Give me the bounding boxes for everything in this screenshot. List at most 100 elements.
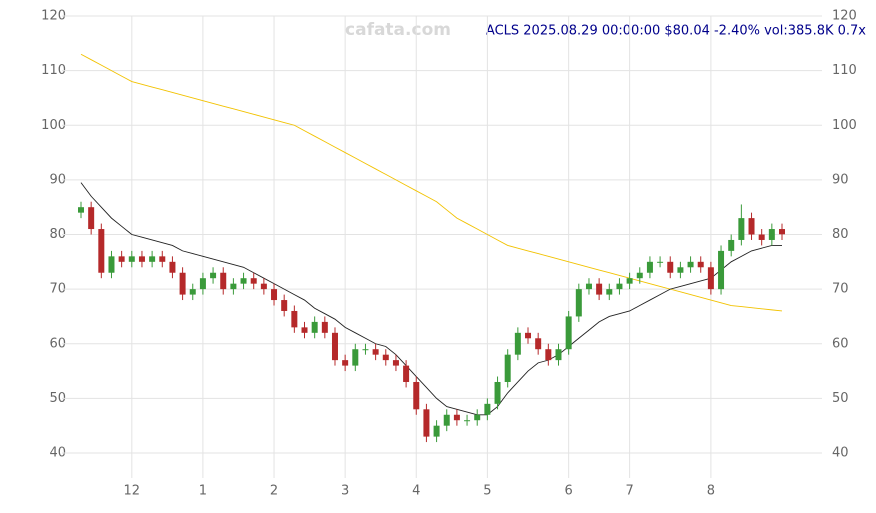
candle-body [677,267,684,273]
candle-body [464,420,471,422]
candle-body [382,354,389,361]
candle-body [392,360,399,366]
y-tick-label-right: 120 [832,9,857,24]
candle-body [596,283,603,295]
candle-body [138,256,145,262]
candle-body [149,256,156,262]
candle-body [352,349,359,366]
candle-body [362,349,369,351]
y-tick-label-right: 80 [832,227,849,242]
x-tick-label: 8 [707,484,715,499]
candle-body [453,414,460,421]
candle-body [606,289,613,295]
candle-body [484,403,491,415]
candle-body [636,272,643,279]
y-tick-label-right: 110 [832,63,857,78]
chart-title: ACLS 2025.08.29 00:00:00 $80.04 -2.40% v… [486,24,866,39]
y-tick-label-right: 50 [832,391,849,406]
candle-body [443,414,450,426]
candle-body [423,409,430,437]
candle-body [199,278,206,290]
candle-body [260,283,267,290]
candle-body [78,207,84,213]
y-tick-label-right: 90 [832,172,849,187]
candle-body [525,332,532,339]
y-tick-label-right: 100 [832,118,857,133]
x-tick-label: 6 [565,484,573,499]
x-tick-label: 4 [412,484,420,499]
y-tick-label: 70 [49,282,66,297]
candle-body [758,234,765,240]
candle-body [98,229,105,273]
candle-body [657,261,664,263]
candle-body [271,289,278,301]
candle-body [504,354,511,382]
candle-body [230,283,237,290]
x-tick-label: 3 [341,484,349,499]
candle-body [616,283,623,290]
candle-body [718,250,725,290]
candle-body [372,349,379,355]
candle-body [646,261,653,273]
candle-body [179,272,186,295]
candle-body [291,310,298,328]
candle-body [667,261,674,273]
x-tick-label: 1 [199,484,207,499]
candle-body [108,256,115,273]
y-tick-label: 60 [49,336,66,351]
candle-body [779,229,785,235]
candle-body [321,321,328,333]
candle-body [403,365,410,382]
candle-body [697,261,704,268]
watermark: cafata.com [345,20,451,40]
candle-body [342,360,349,366]
candle-body [474,414,481,421]
candle-body [728,239,735,251]
candle-body [189,289,196,295]
x-tick-label: 12 [124,484,141,499]
candle-body [118,256,125,262]
x-tick-label: 7 [625,484,633,499]
candle-body [331,332,338,361]
y-tick-label: 80 [49,227,66,242]
y-tick-label: 110 [41,63,66,78]
candle-body [210,272,217,279]
candle-body [768,229,775,240]
moving-average [80,53,783,312]
y-tick-label-right: 70 [832,282,849,297]
candle-body [159,256,166,262]
y-tick-label-right: 40 [832,446,849,461]
candle-body [169,261,176,273]
candle-body [707,267,714,290]
candle-body [585,283,592,290]
candle-body [535,338,542,350]
moving-average [80,182,782,416]
y-tick-label: 50 [49,391,66,406]
candle-body [565,316,572,350]
candle-body [281,300,288,311]
y-tick-label: 100 [41,118,66,133]
candle-body [555,349,562,361]
candle-body [88,207,95,230]
y-tick-label: 40 [49,446,66,461]
candle-body [687,261,694,268]
candle-body [220,272,227,290]
candle-body [514,332,521,355]
y-tick-label: 90 [49,172,66,187]
candle-body [250,278,257,284]
candle-body [738,218,745,240]
candle-body [311,321,318,333]
candle-body [626,278,633,284]
candle-body [128,256,135,262]
candle-body [240,278,247,284]
candle-body [301,327,308,333]
y-tick-label: 120 [41,9,66,24]
candle-body [545,349,552,361]
candle-body [494,381,501,404]
x-tick-label: 5 [483,484,491,499]
candle-body [575,289,582,317]
candle-body [413,381,420,410]
candle-body [748,218,755,235]
